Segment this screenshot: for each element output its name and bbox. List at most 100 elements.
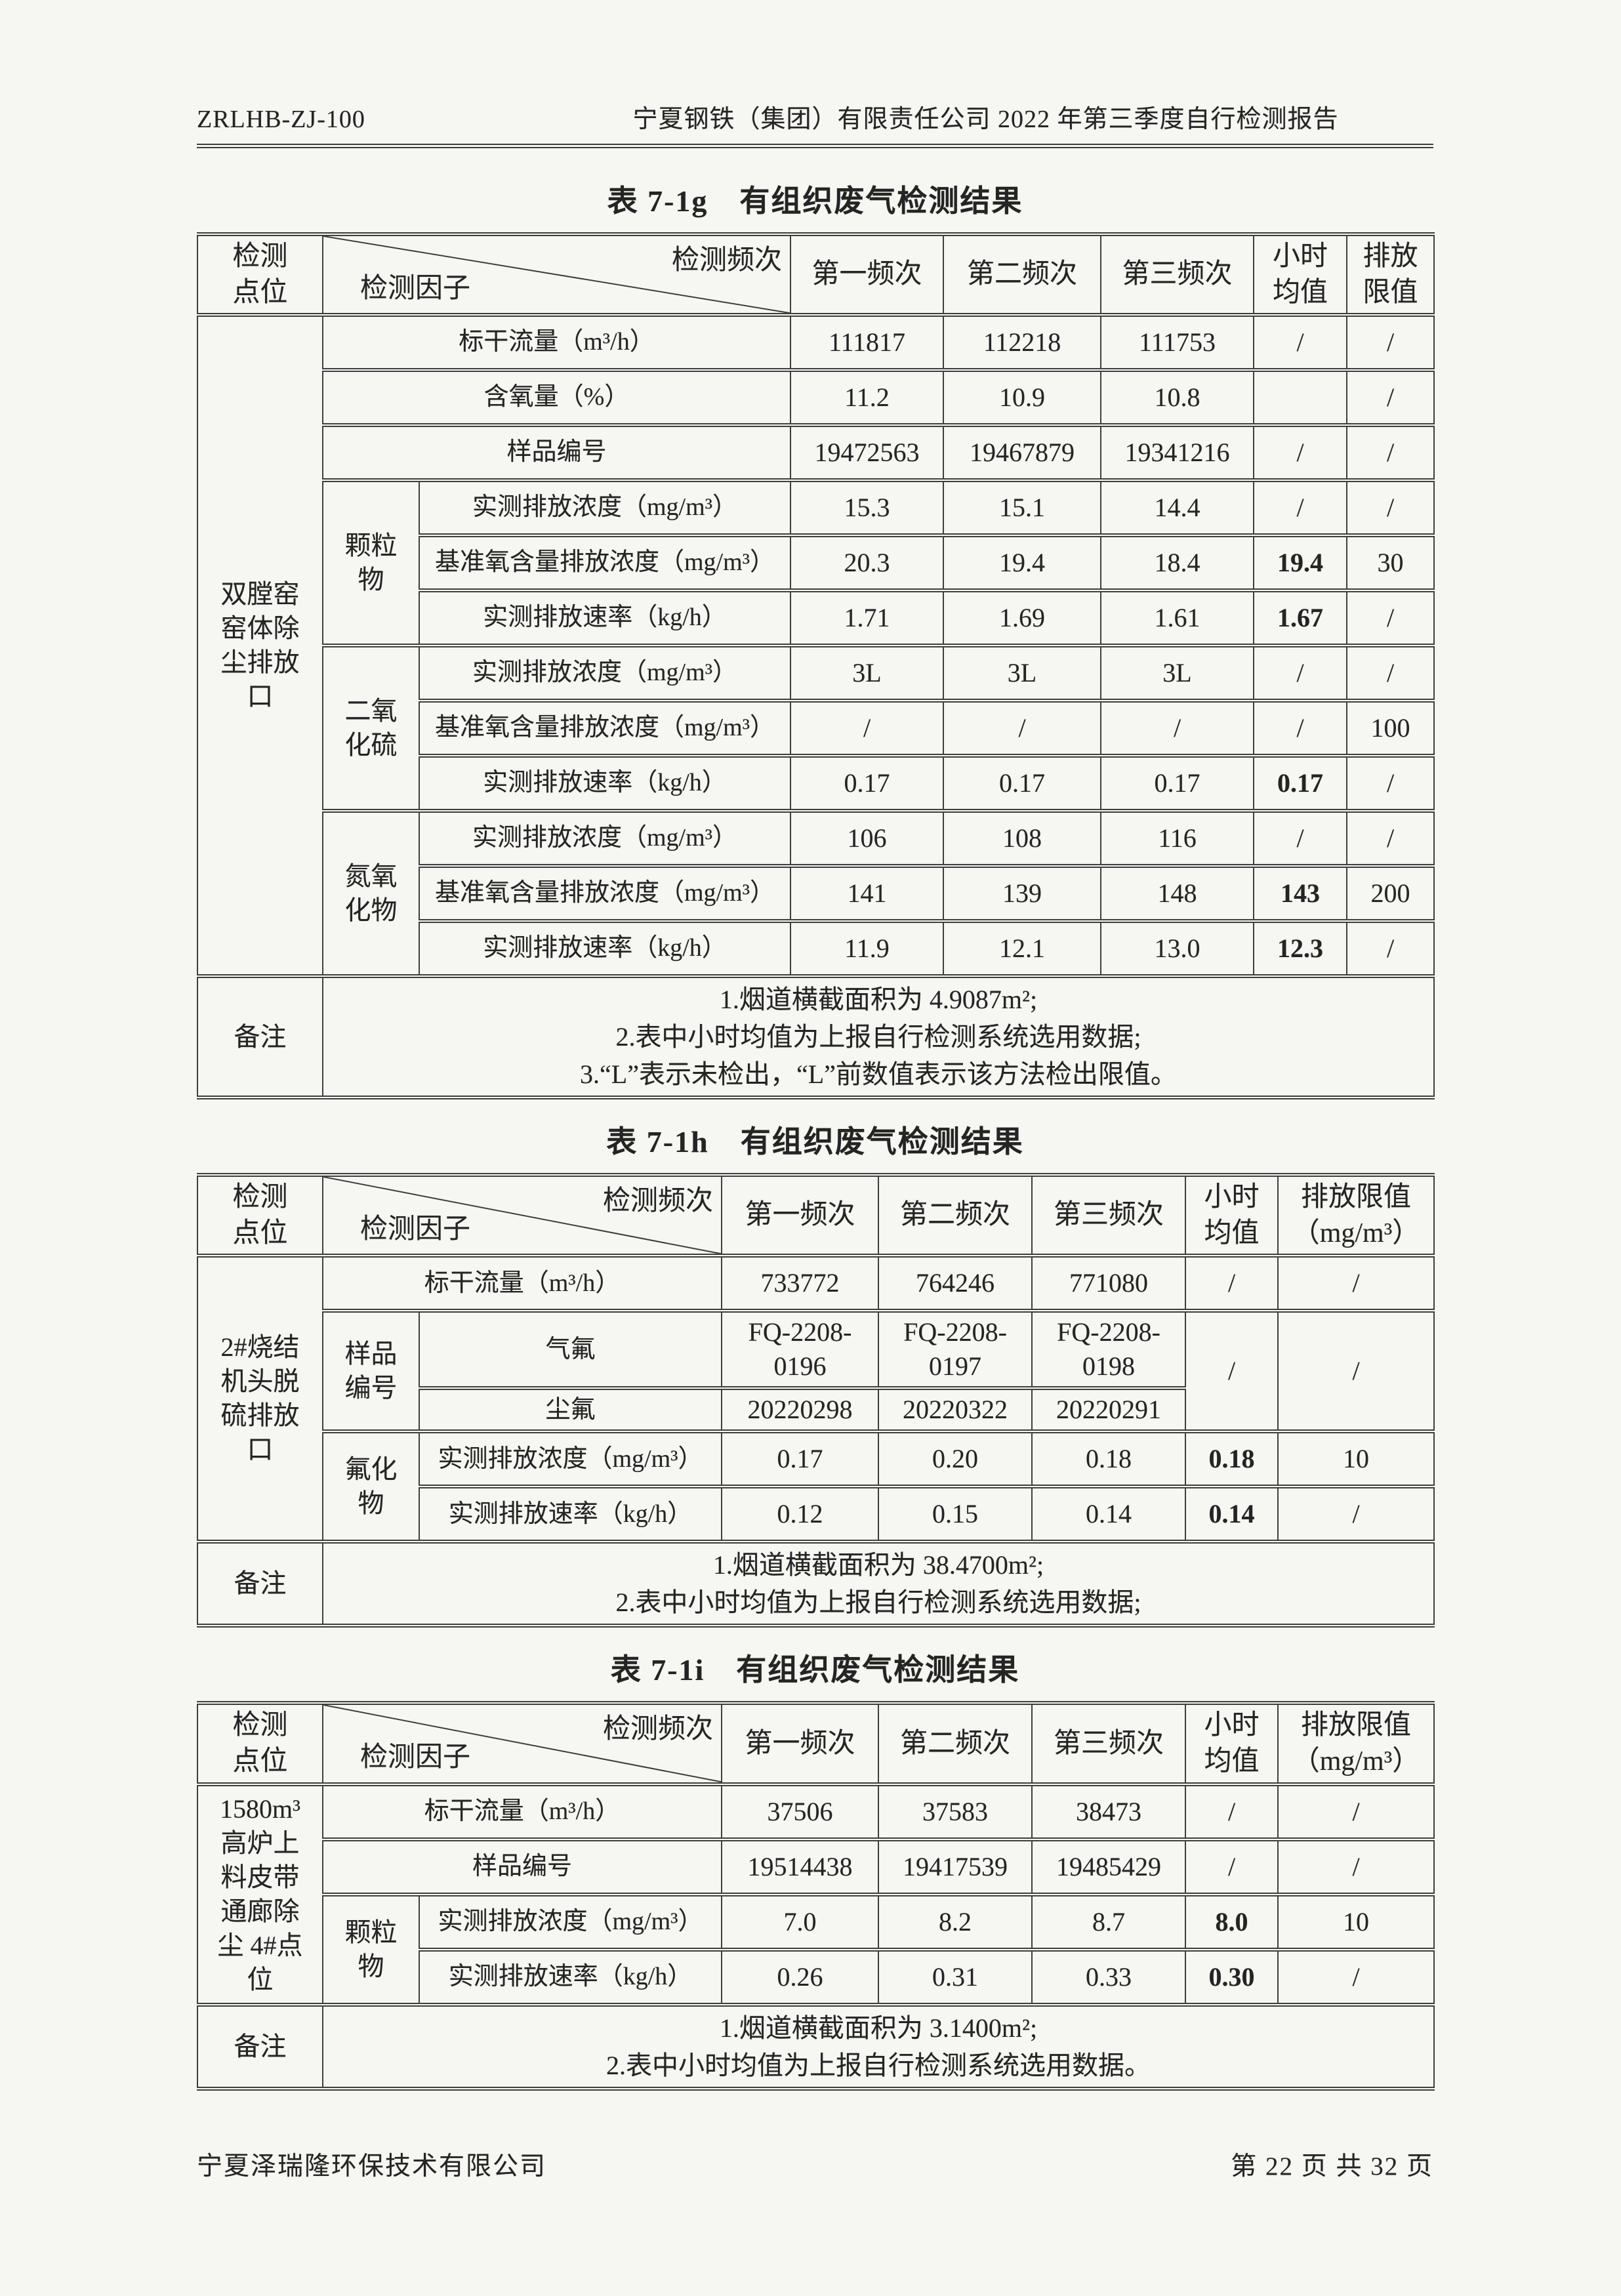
table-7-1g: 检测 点位 检测频次 检测因子 第一频次 第二频次 第三频次 小时 均值 排放 …	[197, 232, 1435, 1100]
notes-cell: 1.烟道横截面积为 38.4700m²; 2.表中小时均值为上报自行检测系统选用…	[322, 1540, 1435, 1628]
hourly-avg-cell: 0.18	[1185, 1429, 1279, 1489]
corner-header-cell: 检测频次 检测因子	[322, 232, 791, 318]
limit-cell: /	[1346, 754, 1435, 813]
value-cell: /	[943, 699, 1101, 758]
hourly-avg-cell: 1.67	[1253, 588, 1347, 648]
limit-cell: 200	[1346, 864, 1435, 924]
col-header-hourly-avg: 小时 均值	[1185, 1173, 1279, 1258]
table-title-7-1i: 表 7-1i 有组织废气检测结果	[610, 1653, 1020, 1687]
factor-cell: 标干流量（m³/h）	[322, 313, 791, 373]
value-cell: 14.4	[1100, 478, 1254, 538]
factor-cell: 实测排放速率（kg/h）	[419, 1947, 722, 2007]
limit-cell: 10	[1277, 1892, 1435, 1952]
limit-cell: /	[1346, 368, 1435, 428]
factor-cell: 标干流量（m³/h）	[322, 1782, 722, 1841]
limit-cell: /	[1346, 313, 1435, 373]
hourly-avg-cell: /	[1185, 1782, 1279, 1841]
value-cell: 148	[1100, 864, 1254, 924]
value-cell: 0.26	[721, 1947, 879, 2007]
hourly-avg-cell: /	[1253, 478, 1347, 538]
value-cell: 20220322	[878, 1386, 1033, 1434]
value-cell: 12.1	[943, 919, 1101, 979]
limit-cell: /	[1346, 809, 1435, 869]
value-cell: 19.4	[943, 533, 1101, 593]
limit-cell: /	[1277, 1254, 1435, 1313]
limit-cell: 30	[1346, 533, 1435, 593]
limit-cell: /	[1346, 478, 1435, 538]
value-cell: 10.8	[1100, 368, 1254, 428]
col-header-hourly-avg: 小时 均值	[1185, 1701, 1279, 1786]
col-header-site: 检测 点位	[197, 1173, 323, 1258]
value-cell: 3L	[1100, 644, 1254, 703]
value-cell: 0.17	[943, 754, 1101, 813]
hourly-avg-cell: /	[1253, 699, 1347, 758]
factor-cell: 样品编号	[322, 1837, 722, 1896]
note-line: 2.表中小时均值为上报自行检测系统选用数据。	[606, 2050, 1151, 2080]
value-cell: 20.3	[790, 533, 944, 593]
value-cell: /	[1100, 699, 1254, 758]
limit-cell: /	[1277, 1947, 1435, 2007]
value-cell: 18.4	[1100, 533, 1254, 593]
page-footer: 宁夏泽瑞隆环保技术有限公司 第 22 页 共 32 页	[197, 2146, 1433, 2183]
col-header-limit-mg: 排放限值 （mg/m³）	[1277, 1701, 1435, 1786]
factor-group-pm: 颗粒 物	[322, 1892, 420, 2007]
value-cell: 0.12	[721, 1485, 879, 1544]
note-line: 2.表中小时均值为上报自行检测系统选用数据;	[615, 1022, 1141, 1052]
hourly-avg-cell: 0.17	[1253, 754, 1347, 813]
value-cell: 7.0	[721, 1892, 879, 1952]
value-cell: 11.2	[790, 368, 944, 428]
factor-group-so2: 二氧 化硫	[322, 644, 420, 813]
value-cell: 0.17	[721, 1429, 879, 1489]
col-header-limit: 排放 限值	[1346, 232, 1435, 318]
corner-label-frequency: 检测频次	[602, 1186, 713, 1217]
value-cell: 112218	[943, 313, 1101, 373]
hourly-avg-cell: /	[1185, 1309, 1279, 1434]
limit-cell: 100	[1346, 699, 1435, 758]
value-cell: 1.71	[790, 588, 944, 648]
notes-label: 备注	[197, 2002, 323, 2091]
factor-cell: 实测排放速率（kg/h）	[419, 588, 791, 648]
value-cell: 37506	[721, 1782, 879, 1841]
factor-cell: 实测排放浓度（mg/m³）	[419, 1892, 722, 1952]
notes-label: 备注	[197, 974, 323, 1100]
hourly-avg-cell: /	[1185, 1254, 1279, 1313]
factor-group-pm: 颗粒 物	[322, 478, 420, 648]
limit-cell: /	[1346, 644, 1435, 703]
hourly-avg-cell: 143	[1253, 864, 1347, 924]
footer-page-number: 第 22 页 共 32 页	[1231, 2152, 1433, 2181]
factor-cell: 基准氧含量排放浓度（mg/m³）	[419, 699, 791, 758]
value-cell: 116	[1100, 809, 1254, 869]
value-cell: 19472563	[790, 423, 944, 483]
value-cell: FQ-2208-0198	[1031, 1309, 1186, 1391]
col-header-limit-mg: 排放限值 （mg/m³）	[1277, 1173, 1435, 1258]
site-cell: 1580m³ 高炉上 料皮带 通廊除 尘 4#点 位	[197, 1782, 323, 2007]
table-title-7-1g: 表 7-1g 有组织废气检测结果	[607, 184, 1023, 218]
value-cell: 20220298	[721, 1386, 879, 1434]
factor-group-nox: 氮氧 化物	[322, 809, 420, 979]
doc-code: ZRLHB-ZJ-100	[197, 106, 365, 133]
value-cell: 106	[790, 809, 944, 869]
hourly-avg-cell: 19.4	[1253, 533, 1347, 593]
corner-label-factor: 检测因子	[360, 273, 471, 304]
value-cell: 19417539	[878, 1837, 1033, 1896]
hourly-avg-cell: /	[1253, 809, 1347, 869]
value-cell: 3L	[790, 644, 944, 703]
factor-cell: 气氟	[419, 1309, 722, 1391]
corner-header-cell: 检测频次 检测因子	[322, 1173, 722, 1258]
site-cell: 2#烧结 机头脱 硫排放 口	[197, 1254, 323, 1544]
limit-cell: /	[1346, 919, 1435, 979]
value-cell: FQ-2208-0196	[721, 1309, 879, 1391]
value-cell: 8.2	[878, 1892, 1033, 1952]
value-cell: 38473	[1031, 1782, 1186, 1841]
page-header: ZRLHB-ZJ-100 宁夏钢铁（集团）有限责任公司 2022 年第三季度自行…	[197, 98, 1433, 134]
value-cell: 108	[943, 809, 1101, 869]
table-7-1i: 检测 点位 检测频次 检测因子 第一频次 第二频次 第三频次 小时 均值 排放限…	[197, 1701, 1435, 2091]
value-cell: 13.0	[1100, 919, 1254, 979]
corner-label-frequency: 检测频次	[671, 245, 782, 276]
col-header-freq1: 第一频次	[721, 1173, 879, 1258]
hourly-avg-cell: 8.0	[1185, 1892, 1279, 1952]
hourly-avg-cell: 12.3	[1253, 919, 1347, 979]
table-7-1h: 检测 点位 检测频次 检测因子 第一频次 第二频次 第三频次 小时 均值 排放限…	[197, 1173, 1435, 1628]
value-cell: 0.17	[1100, 754, 1254, 813]
